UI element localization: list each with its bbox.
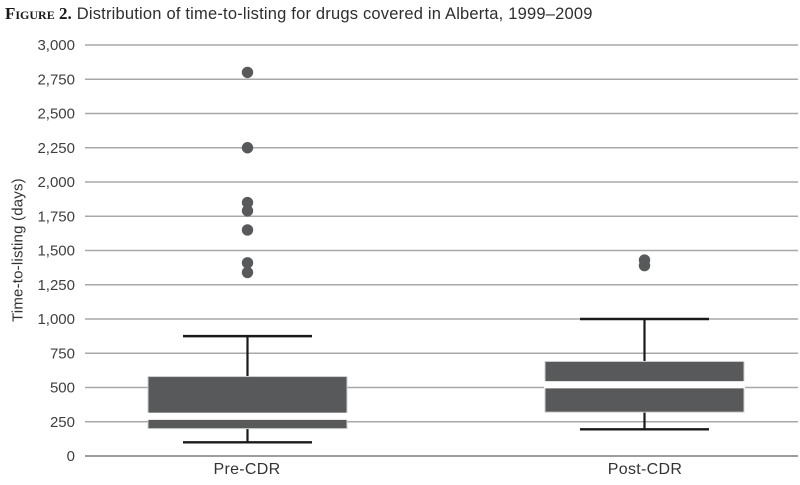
outlier-point-pre-cdr [241, 266, 254, 279]
outlier-point-pre-cdr [241, 205, 254, 217]
outlier-point-pre-cdr [241, 142, 254, 154]
y-tick-label: 2,500 [37, 106, 75, 123]
y-tick-label: 1,750 [37, 208, 75, 225]
y-tick-label: 3,000 [37, 37, 75, 54]
outlier-point-pre-cdr [241, 257, 254, 269]
y-tick-label: 500 [50, 380, 75, 397]
y-axis-title: Time-to-listing (days) [9, 178, 27, 323]
y-tick-label: 1,500 [37, 243, 75, 260]
outlier-point-pre-cdr [241, 66, 254, 79]
median-line-pre-cdr [147, 412, 348, 420]
y-tick-label: 0 [67, 448, 75, 465]
outlier-point-post-cdr [638, 254, 651, 266]
x-category-label-pre-cdr: Pre-CDR [213, 461, 281, 478]
outlier-point-pre-cdr [241, 224, 254, 236]
median-line-post-cdr [544, 381, 745, 389]
y-tick-label: 1,000 [37, 311, 75, 328]
figure-caption: Figure 2. Distribution of time-to-listing… [5, 4, 593, 24]
outlier-point-pre-cdr [241, 196, 254, 209]
y-tick-label: 2,750 [37, 71, 75, 88]
figure-title: Distribution of time-to-listing for drug… [76, 5, 593, 23]
iqr-box-pre-cdr [147, 376, 348, 430]
y-tick-label: 2,000 [37, 174, 75, 191]
x-category-label-post-cdr: Post-CDR [607, 461, 683, 478]
y-tick-label: 2,250 [37, 140, 75, 157]
y-tick-label: 250 [50, 414, 75, 431]
y-tick-label: 1,250 [37, 277, 75, 294]
figure-number-label: Figure 2. [5, 4, 72, 23]
y-tick-label: 750 [50, 345, 75, 362]
